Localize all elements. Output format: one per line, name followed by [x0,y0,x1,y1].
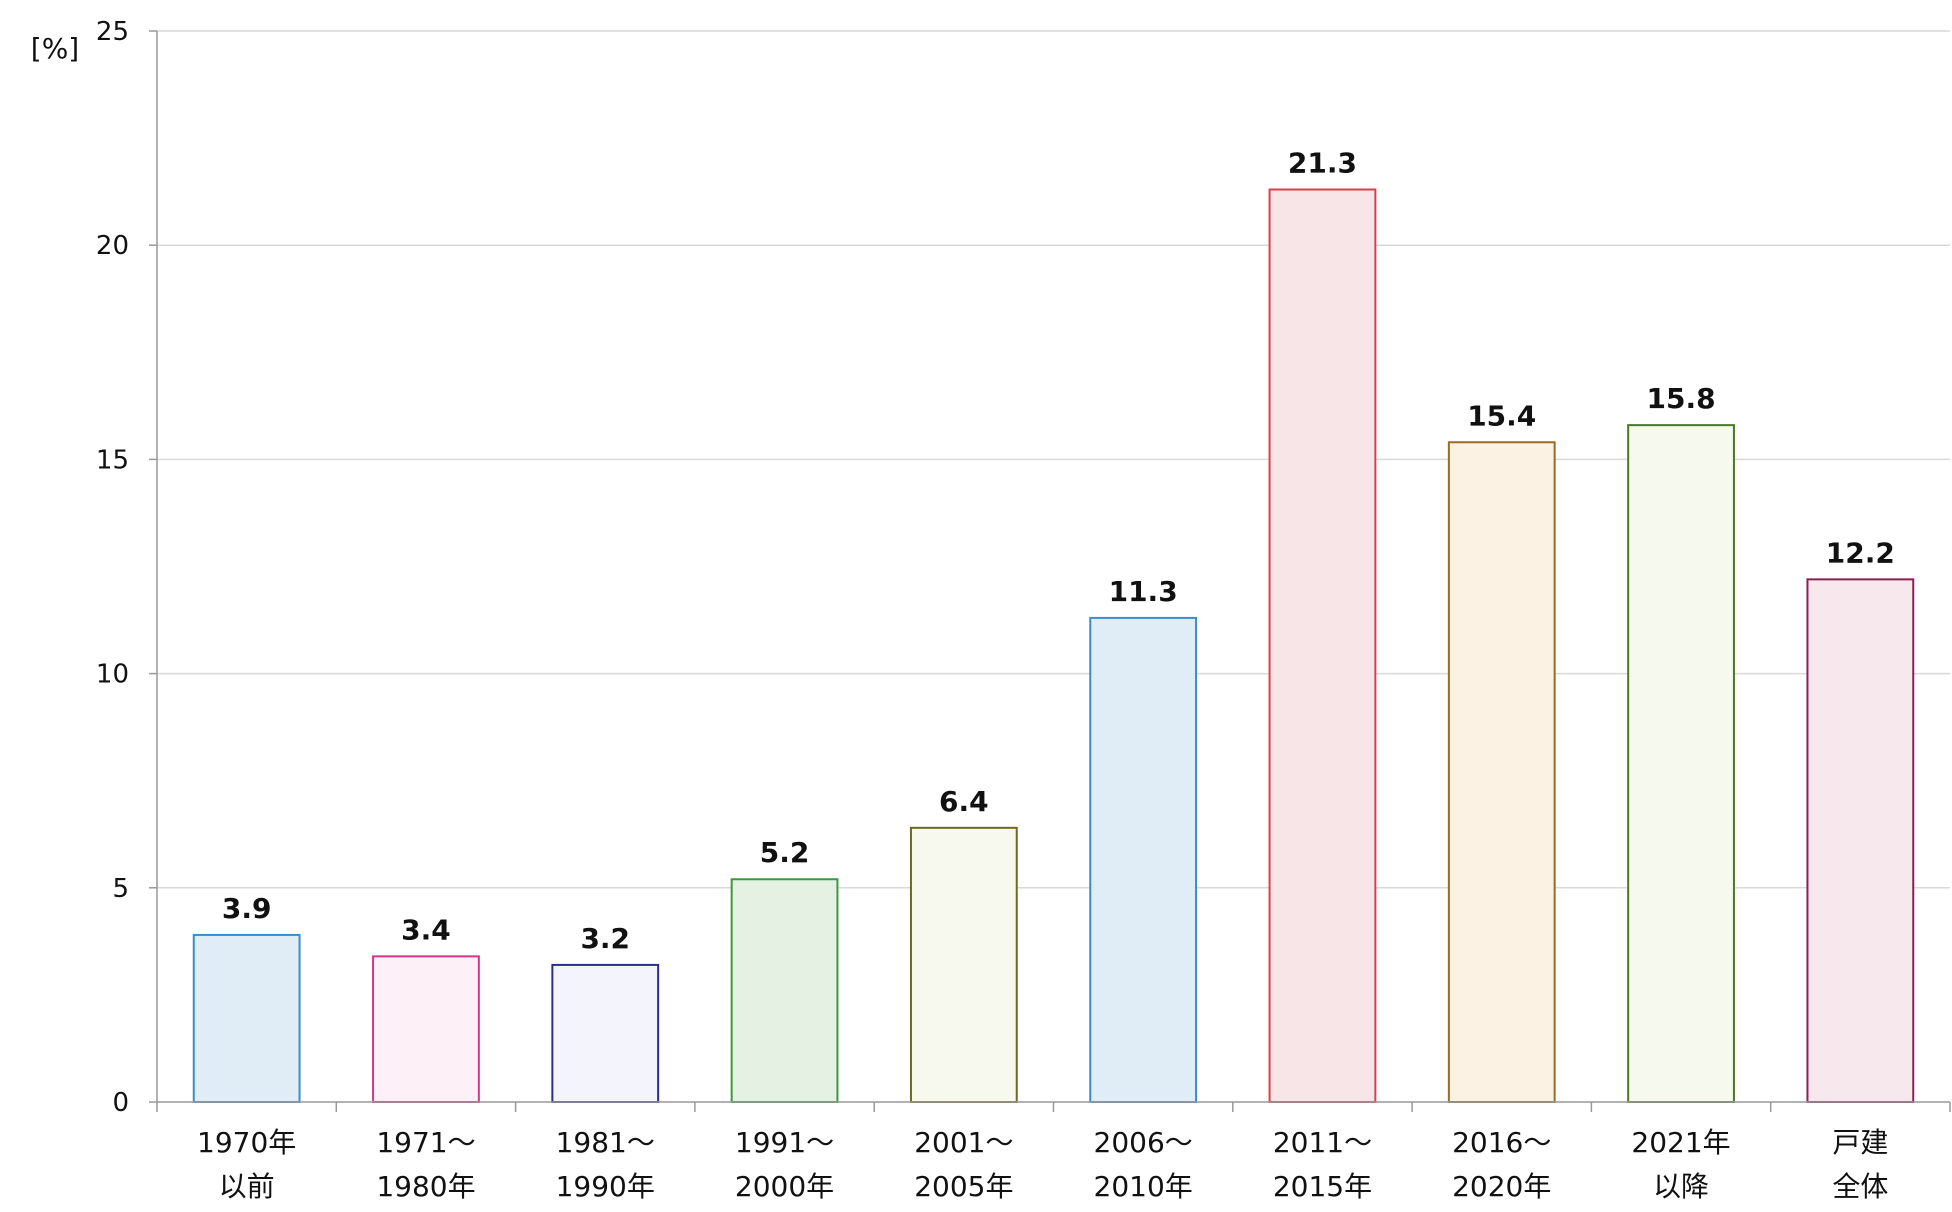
y-tick-label: 20 [96,231,129,261]
axes [149,30,1951,1112]
bar [1627,424,1735,1103]
data-label: 15.4 [1467,399,1536,432]
x-category-label: 1990年 [556,1170,655,1203]
bar [551,963,660,1103]
bar [1268,188,1377,1103]
y-tick-label: 10 [96,660,129,690]
data-label: 12.2 [1826,536,1895,569]
x-category-label: 1970年 [197,1126,296,1159]
data-label: 11.3 [1109,575,1178,608]
x-category-label: 2020年 [1452,1170,1551,1203]
data-label: 3.4 [401,913,451,946]
x-category-label: 2001〜 [914,1126,1013,1159]
x-category-label: 2015年 [1273,1170,1372,1203]
y-axis-unit-label: [%] [31,32,79,65]
y-tick-label: 25 [96,17,129,47]
data-label: 6.4 [939,785,989,818]
bar [730,878,839,1103]
x-category-label: 2021年 [1631,1126,1730,1159]
x-category-label: 2000年 [735,1170,834,1203]
x-category-label: 戸建 [1832,1126,1888,1159]
x-category-label: 2006〜 [1094,1126,1193,1159]
bar [1447,441,1556,1104]
y-tick-label: 0 [112,1088,129,1118]
data-label: 5.2 [760,836,810,869]
bar [909,826,1018,1103]
x-category-label: 1980年 [376,1170,475,1203]
x-category-label: 以降 [1653,1170,1709,1203]
x-category-label: 1981〜 [556,1126,655,1159]
y-tick-label: 5 [112,874,129,904]
x-category-label: 2011〜 [1273,1126,1372,1159]
x-category-label: 以前 [219,1170,275,1203]
bar [1806,578,1915,1103]
data-label: 3.2 [580,922,630,955]
x-category-label: 2005年 [914,1170,1013,1203]
bars [192,188,1915,1104]
y-tick-label: 15 [96,445,129,475]
bar [372,955,480,1103]
bar [192,933,301,1104]
data-label: 21.3 [1288,147,1357,180]
data-label: 3.9 [222,892,272,925]
x-category-label: 2016〜 [1452,1126,1551,1159]
x-category-label: 2010年 [1094,1170,1193,1203]
bar [1089,616,1198,1104]
x-category-label: 全体 [1832,1170,1888,1203]
x-category-label: 1991〜 [735,1126,834,1159]
x-category-label: 1971〜 [376,1126,475,1159]
data-label: 15.8 [1647,382,1716,415]
